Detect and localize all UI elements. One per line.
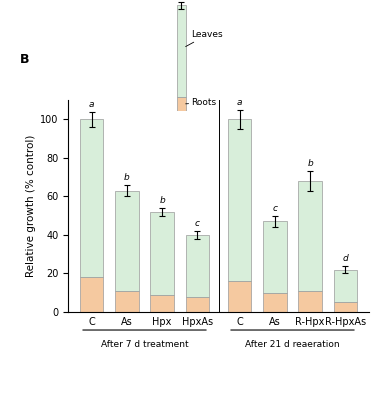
Text: d: d: [342, 254, 348, 263]
Bar: [334, 270, 357, 302]
Text: b: b: [159, 196, 165, 205]
Text: c: c: [195, 219, 200, 228]
Bar: [80, 119, 103, 277]
Text: b: b: [124, 173, 130, 182]
Bar: [150, 295, 174, 312]
Text: a: a: [237, 98, 242, 107]
Bar: [80, 277, 103, 312]
Bar: [186, 296, 209, 312]
Bar: [228, 119, 251, 281]
Bar: [298, 181, 322, 291]
Text: c: c: [272, 204, 277, 213]
Bar: [228, 281, 251, 312]
Text: b: b: [307, 160, 313, 168]
Text: After 21 d reaeration: After 21 d reaeration: [245, 340, 340, 348]
Text: a: a: [89, 100, 95, 109]
Bar: [263, 293, 287, 312]
Bar: [150, 212, 174, 295]
Y-axis label: Relative growth (% control): Relative growth (% control): [26, 135, 36, 277]
Bar: [263, 222, 287, 293]
Bar: [115, 291, 139, 312]
Bar: [186, 235, 209, 296]
Text: B: B: [21, 53, 30, 66]
Bar: [298, 291, 322, 312]
Bar: [334, 302, 357, 312]
Bar: [115, 190, 139, 291]
Text: After 7 d treatment: After 7 d treatment: [101, 340, 188, 348]
